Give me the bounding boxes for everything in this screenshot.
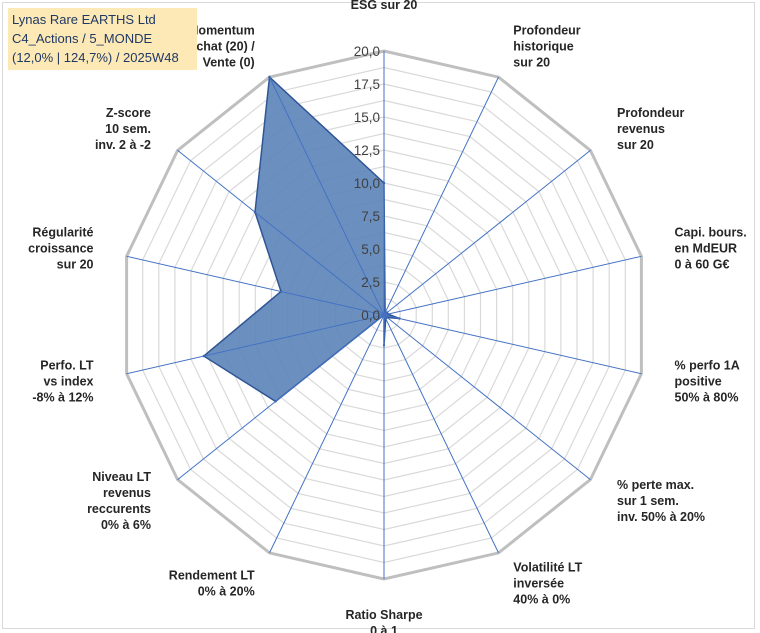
axis-label: % perfo 1A positive 50% à 80% [675, 358, 740, 404]
axis-label-line: revenus [617, 122, 665, 136]
tick-label: 15,0 [354, 110, 380, 125]
axis-label-line: 50% à 80% [675, 390, 739, 404]
axis-label-line: Momentum [188, 24, 255, 38]
axis-label-line: Vente (0) [203, 56, 255, 70]
axis-spoke [177, 314, 385, 480]
axis-label-line: Achat (20) / [187, 40, 255, 54]
axis-label-line: % perte max. [617, 478, 694, 492]
axis-label-line: croissance [28, 242, 93, 256]
axis-label-line: Niveau LT [92, 470, 151, 484]
axis-label-line: 40% à 0% [513, 593, 570, 607]
axis-label-line: 10 sem. [105, 122, 151, 136]
axis-label: Profondeur revenus sur 20 [617, 106, 684, 152]
axis-label-line: historique [513, 40, 573, 54]
axis-label: Volatilité LT inversée 40% à 0% [513, 561, 582, 607]
axis-label: Régularité croissance sur 20 [28, 226, 93, 272]
axis-label: Rendement LT 0% à 20% [169, 569, 255, 599]
axis-label-line: vs index [43, 374, 93, 388]
axis-label-line: Profondeur [513, 24, 580, 38]
axis-spoke [177, 150, 385, 316]
tick-label: 5,0 [361, 242, 380, 257]
axis-label-line: -8% à 12% [32, 390, 93, 404]
radial-tick-labels: 0,0 2,5 5,0 7,5 10,0 12,5 15,0 17,5 20,0 [354, 44, 380, 323]
axis-spoke [269, 314, 385, 554]
axis-label: NoteESG sur 20 [351, 0, 418, 12]
tick-label: 0,0 [361, 308, 380, 323]
axis-label-line: 0% à 20% [198, 585, 255, 599]
tick-label: 10,0 [354, 176, 380, 191]
tick-label: 7,5 [361, 209, 380, 224]
axis-label-line: inversée [513, 577, 564, 591]
axis-spoke [383, 150, 591, 316]
axis-spoke [383, 314, 499, 554]
chart-title-line-2: C4_Actions / 5_MONDE [12, 31, 153, 46]
axis-label-line: Perfo. LT [40, 358, 94, 372]
chart-title-line-3: (12,0% | 124,7%) / 2025W48 [12, 50, 179, 65]
axis-label-line: Z-score [106, 106, 151, 120]
axis-label-line: Ratio Sharpe [345, 608, 422, 622]
axis-spoke [383, 255, 642, 316]
axis-label-line: 0 à 60 G€ [675, 258, 730, 272]
axis-label-line: ESG sur 20 [351, 0, 418, 12]
axis-label: % perte max. sur 1 sem. inv. 50% à 20% [617, 478, 705, 524]
axis-label-line: 0% à 6% [101, 518, 151, 532]
tick-label: 2,5 [361, 275, 380, 290]
axis-label-line: reccurents [87, 502, 151, 516]
axis-label: Z-score 10 sem. inv. 2 à -2 [95, 106, 151, 152]
axis-label: Capi. bours. en MdEUR 0 à 60 G€ [675, 226, 747, 272]
axis-spoke [383, 314, 642, 375]
series-area [202, 75, 400, 403]
axis-label: Ratio Sharpe 0 à 1 [345, 608, 422, 633]
radar-spokes [126, 51, 642, 579]
axis-label-line: sur 20 [617, 138, 654, 152]
axis-label-line: en MdEUR [675, 242, 738, 256]
tick-label: 20,0 [354, 44, 380, 59]
axis-spoke [126, 255, 385, 316]
axis-label-line: Profondeur [617, 106, 684, 120]
axis-label-line: sur 1 sem. [617, 494, 679, 508]
axis-label-line: Rendement LT [169, 569, 255, 583]
axis-label-line: sur 20 [513, 56, 550, 70]
tick-label: 12,5 [354, 143, 380, 158]
axis-label-line: Capi. bours. [675, 226, 747, 240]
chart-title-line-1: Lynas Rare EARTHS Ltd [12, 12, 156, 27]
chart-title: Lynas Rare EARTHS Ltd C4_Actions / 5_MON… [8, 8, 197, 70]
axis-spoke [126, 314, 385, 375]
axis-label-line: Volatilité LT [513, 561, 582, 575]
axis-label-line: positive [675, 374, 722, 388]
axis-label-line: 0 à 1 [370, 624, 398, 633]
axis-label-line: inv. 50% à 20% [617, 510, 705, 524]
axis-label: Niveau LT revenus reccurents 0% à 6% [87, 470, 151, 532]
axis-label: Perfo. LT vs index -8% à 12% [32, 358, 94, 404]
axis-label-line: sur 20 [57, 258, 94, 272]
axis-spoke [383, 76, 499, 316]
axis-spoke [269, 76, 385, 316]
axis-spoke [383, 314, 591, 480]
axis-labels: NoteESG sur 20 Profondeur historique sur 20… [28, 0, 747, 633]
axis-label: Profondeur historique sur 20 [513, 24, 580, 70]
axis-label-line: % perfo 1A [675, 358, 740, 372]
tick-label: 17,5 [354, 77, 380, 92]
axis-label-line: inv. 2 à -2 [95, 138, 151, 152]
axis-label: Momentum Achat (20) / Vente (0) [187, 24, 255, 70]
axis-label-line: Régularité [32, 226, 93, 240]
axis-label-line: revenus [103, 486, 151, 500]
